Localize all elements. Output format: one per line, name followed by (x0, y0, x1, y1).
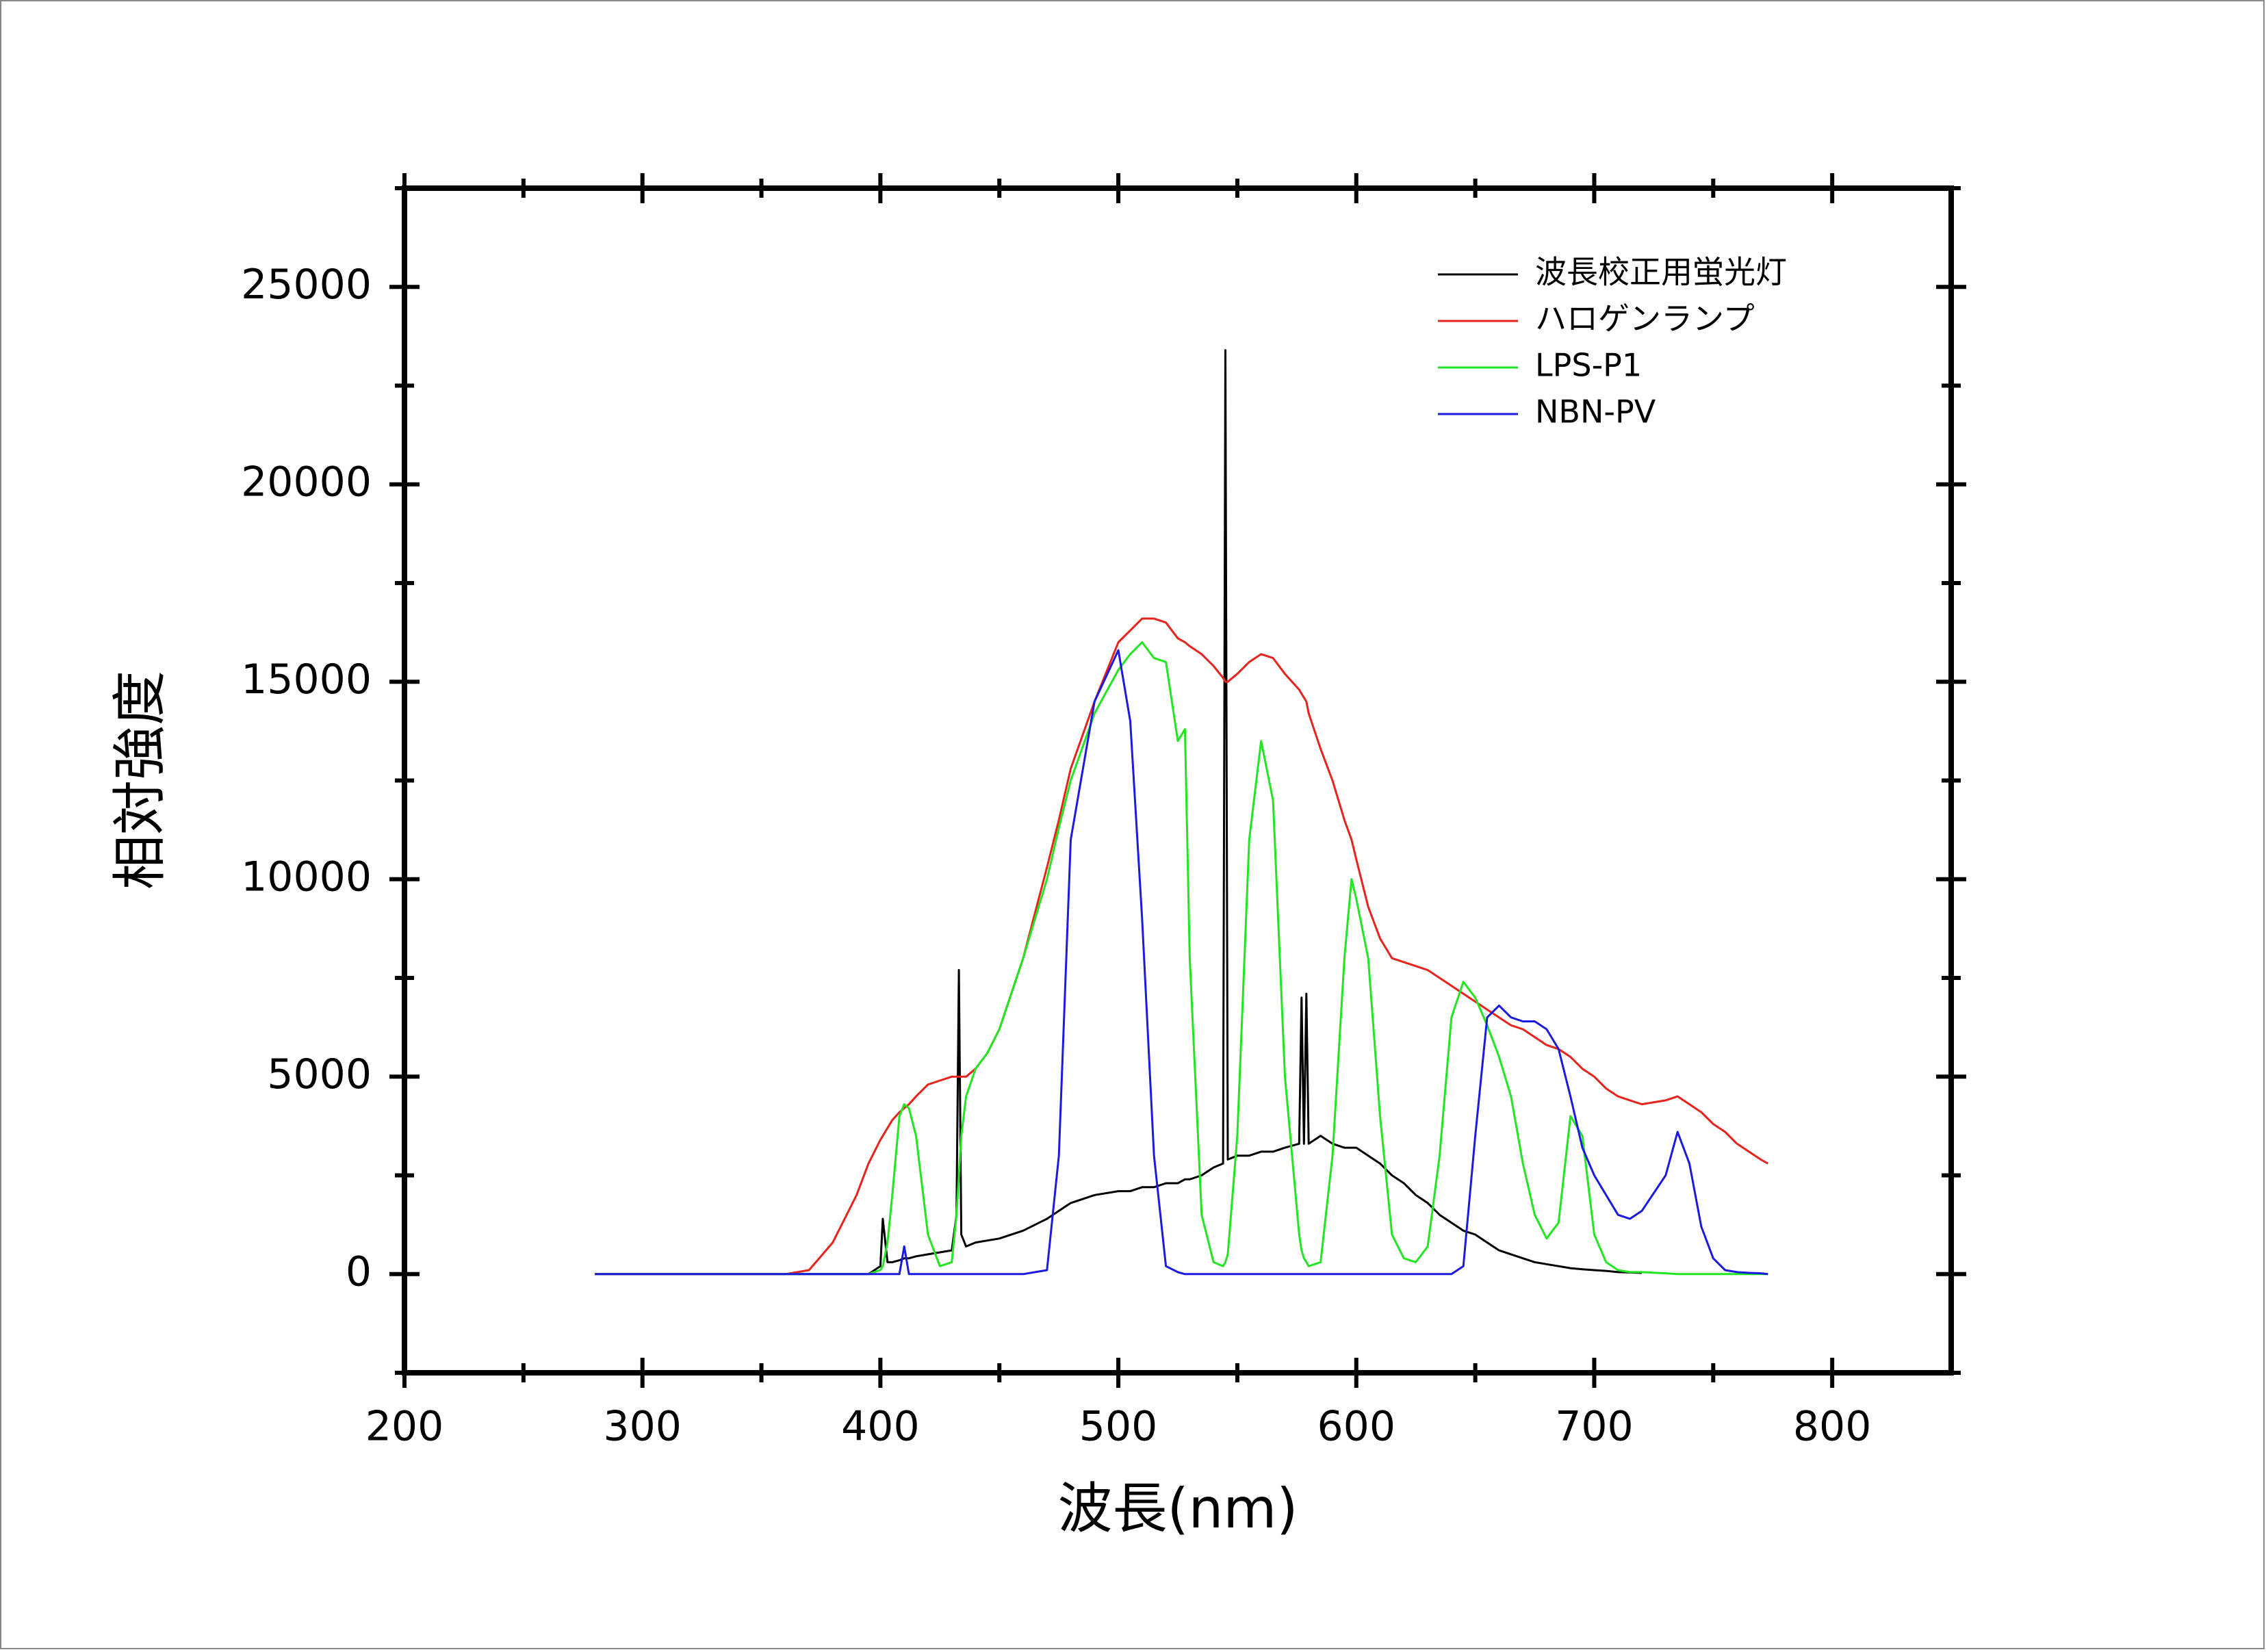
legend-label: 波長校正用蛍光灯 (1535, 254, 1787, 291)
data-line (595, 349, 1643, 1276)
y-tick-label: 25000 (241, 261, 372, 309)
y-tick-label: 0 (346, 1248, 372, 1295)
y-tick-label: 15000 (241, 656, 372, 704)
plot-area: 200 300 400 500 600 700 800 0 5000 10000 15000 2000… (241, 173, 1966, 1451)
y-tick-label: 5000 (267, 1050, 372, 1098)
y-tick-label: 20000 (241, 458, 372, 506)
y-tick-label: 10000 (241, 853, 372, 901)
data-line (595, 617, 1769, 1276)
plot-frame (402, 185, 1954, 1376)
x-tick-label: 500 (1079, 1403, 1158, 1451)
legend-label: NBN-PV (1535, 393, 1656, 430)
legend-label: LPS-P1 (1535, 347, 1642, 384)
x-tick-label: 300 (603, 1403, 682, 1451)
x-tick-label: 400 (841, 1403, 920, 1451)
x-tick-label: 700 (1555, 1403, 1634, 1451)
x-axis-label: 波長(nm) (1057, 1477, 1298, 1540)
x-tick-label: 800 (1793, 1403, 1872, 1451)
x-tick-label: 600 (1317, 1403, 1396, 1451)
data-line (595, 641, 1768, 1276)
y-axis-label: 相対強度 (108, 671, 172, 890)
data-line (595, 649, 1768, 1276)
x-tick-label: 200 (365, 1403, 444, 1451)
legend-label: ハロゲンランプ (1535, 300, 1755, 337)
